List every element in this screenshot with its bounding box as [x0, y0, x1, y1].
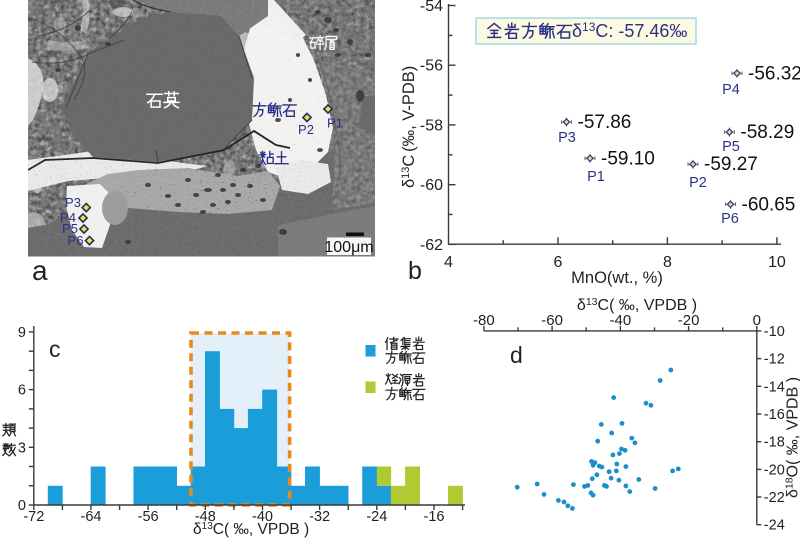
svg-text:-64: -64 — [81, 509, 102, 525]
svg-text:6: 6 — [554, 254, 563, 271]
svg-text:-40: -40 — [610, 312, 632, 329]
svg-text:-60.65: -60.65 — [742, 194, 796, 215]
svg-text:P3: P3 — [65, 195, 81, 210]
svg-text:-56: -56 — [420, 58, 443, 75]
svg-text:-14: -14 — [764, 379, 785, 395]
svg-text:-32: -32 — [309, 509, 330, 525]
svg-text:8: 8 — [663, 254, 672, 271]
svg-text:-80: -80 — [473, 312, 495, 329]
svg-text:-20: -20 — [678, 312, 700, 329]
svg-text:-60: -60 — [420, 177, 443, 194]
svg-text:P4: P4 — [722, 82, 740, 98]
svg-text:9: 9 — [18, 325, 26, 341]
svg-text:a: a — [32, 255, 48, 286]
svg-text:-59.27: -59.27 — [704, 154, 758, 175]
svg-text:10: 10 — [768, 254, 786, 271]
svg-text:-56: -56 — [138, 509, 159, 525]
svg-text:-72: -72 — [23, 509, 44, 525]
svg-text:0: 0 — [753, 312, 761, 329]
svg-text:P5: P5 — [722, 139, 740, 155]
svg-text:d: d — [510, 342, 523, 368]
svg-text:P1: P1 — [587, 169, 605, 185]
svg-text:P2: P2 — [689, 175, 707, 191]
svg-text:-62: -62 — [420, 237, 443, 254]
svg-text:-16: -16 — [424, 509, 445, 525]
svg-text:-22: -22 — [764, 490, 785, 506]
svg-text:c: c — [49, 336, 61, 362]
svg-text:P1: P1 — [327, 116, 343, 131]
svg-text:-54: -54 — [420, 0, 443, 15]
svg-text:-24: -24 — [366, 509, 387, 525]
svg-text:-24: -24 — [764, 518, 785, 534]
svg-text:-12: -12 — [764, 352, 785, 368]
svg-text:-57.86: -57.86 — [578, 112, 632, 133]
svg-text:P6: P6 — [68, 233, 84, 248]
svg-text:P3: P3 — [558, 130, 576, 146]
svg-text:-20: -20 — [764, 462, 785, 478]
svg-text:-60: -60 — [541, 312, 563, 329]
svg-text:P2: P2 — [298, 122, 314, 137]
svg-text:100μm: 100μm — [324, 239, 373, 256]
svg-text:-18: -18 — [764, 435, 785, 451]
svg-text:P6: P6 — [721, 211, 739, 227]
svg-text:-58.29: -58.29 — [740, 122, 794, 143]
svg-text:-10: -10 — [764, 324, 785, 340]
svg-text:6: 6 — [18, 383, 26, 399]
svg-text:-56.32: -56.32 — [748, 63, 800, 84]
svg-text:3: 3 — [18, 440, 26, 456]
svg-text:-16: -16 — [764, 407, 785, 423]
svg-text:MnO(wt., %): MnO(wt., %) — [571, 269, 663, 287]
svg-text:b: b — [408, 257, 422, 285]
svg-text:4: 4 — [444, 254, 453, 271]
svg-text:-59.10: -59.10 — [601, 148, 655, 169]
svg-text:-58: -58 — [420, 117, 443, 134]
